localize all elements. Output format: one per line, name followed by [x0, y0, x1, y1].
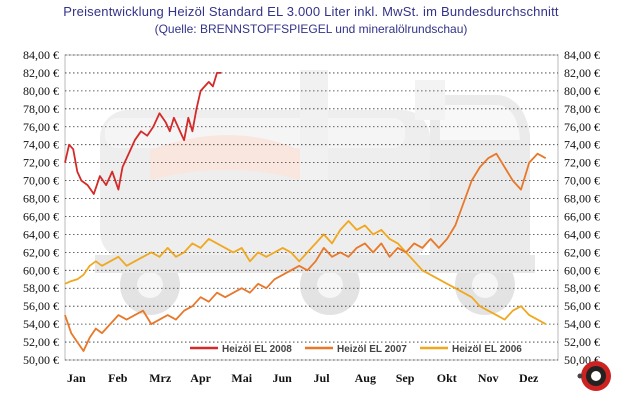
chart-subtitle: (Quelle: BRENNSTOFFSPIEGEL und mineralöl…	[155, 22, 468, 36]
y-tick-label-left: 84,00 €	[23, 48, 59, 62]
y-tick-label-left: 64,00 €	[23, 227, 59, 241]
y-tick-label-left: 76,00 €	[23, 120, 59, 134]
y-tick-label-right: 80,00 €	[564, 84, 600, 98]
y-tick-label-right: 52,00 €	[564, 335, 600, 349]
x-tick-label: Okt	[437, 371, 457, 385]
y-tick-label-left: 68,00 €	[23, 192, 59, 206]
y-tick-label-right: 84,00 €	[564, 48, 600, 62]
chart-title: Preisentwicklung Heizöl Standard EL 3.00…	[63, 4, 559, 19]
y-tick-label-left: 66,00 €	[23, 209, 59, 223]
x-tick-label: Sep	[396, 371, 415, 385]
y-tick-label-left: 74,00 €	[23, 138, 59, 152]
x-tick-label: Nov	[478, 371, 499, 385]
y-tick-label-left: 78,00 €	[23, 102, 59, 116]
series-lines	[64, 72, 547, 352]
x-tick-label: Jan	[67, 371, 86, 385]
x-tick-label: Jul	[314, 371, 331, 385]
x-tick-label: Feb	[108, 371, 128, 385]
y-tick-label-right: 82,00 €	[564, 66, 600, 80]
y-tick-label-left: 54,00 €	[23, 317, 59, 331]
y-tick-label-left: 50,00 €	[23, 353, 59, 367]
legend-label: Heizöl EL 2007	[337, 344, 407, 355]
x-tick-label: Apr	[190, 371, 211, 385]
x-tick-label: Mrz	[149, 371, 172, 385]
y-tick-label-left: 80,00 €	[23, 84, 59, 98]
x-tick-label: Aug	[355, 371, 376, 385]
y-tick-label-right: 64,00 €	[564, 227, 600, 241]
y-tick-label-left: 70,00 €	[23, 174, 59, 188]
logo-stamp	[577, 361, 611, 391]
y-tick-label-right: 72,00 €	[564, 156, 600, 170]
y-tick-label-left: 62,00 €	[23, 245, 59, 259]
y-tick-label-left: 58,00 €	[23, 281, 59, 295]
plot-area	[64, 54, 559, 361]
y-tick-label-right: 76,00 €	[564, 120, 600, 134]
y-tick-label-left: 72,00 €	[23, 156, 59, 170]
y-tick-label-left: 82,00 €	[23, 66, 59, 80]
x-axis: Jan Feb Mrz Apr Mai Jun Jul Aug Sep Okt Nov Dez	[67, 371, 539, 385]
y-tick-label-right: 62,00 €	[564, 245, 600, 259]
series-line	[64, 220, 547, 325]
y-tick-label-left: 60,00 €	[23, 263, 59, 277]
y-tick-label-right: 78,00 €	[564, 102, 600, 116]
y-tick-label-right: 54,00 €	[564, 317, 600, 331]
series-line	[64, 152, 547, 352]
y-tick-label-right: 56,00 €	[564, 299, 600, 313]
y-tick-label-left: 52,00 €	[23, 335, 59, 349]
y-tick-label-left: 56,00 €	[23, 299, 59, 313]
y-axis-left: 50,00 € 52,00 € 54,00 € 56,00 € 58,00 € 60,00…	[23, 48, 59, 367]
y-tick-label-right: 58,00 €	[564, 281, 600, 295]
legend-label: Heizöl EL 2008	[222, 344, 292, 355]
legend: Heizöl EL 2008 Heizöl EL 2007 Heizöl EL 20…	[190, 344, 522, 355]
y-tick-label-right: 68,00 €	[564, 192, 600, 206]
x-tick-label: Jun	[272, 371, 292, 385]
legend-label: Heizöl EL 2006	[452, 344, 522, 355]
y-tick-label-right: 70,00 €	[564, 174, 600, 188]
y-tick-label-right: 74,00 €	[564, 138, 600, 152]
y-tick-label-right: 66,00 €	[564, 209, 600, 223]
series-line	[64, 72, 222, 195]
y-tick-label-right: 60,00 €	[564, 263, 600, 277]
x-tick-label: Mai	[231, 371, 252, 385]
x-tick-label: Dez	[519, 371, 539, 385]
y-axis-right: 50,00 €52,00 €54,00 €56,00 €58,00 €60,00…	[564, 48, 600, 367]
